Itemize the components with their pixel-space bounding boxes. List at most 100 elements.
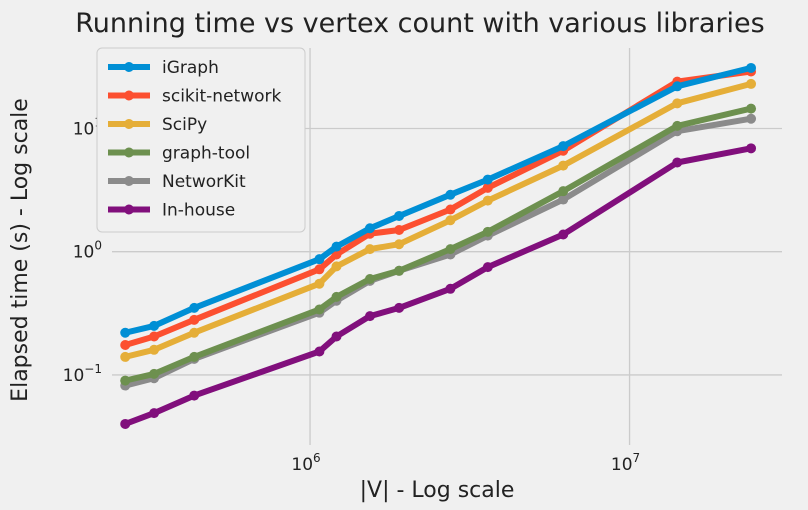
data-point-igraph — [120, 327, 131, 338]
legend-label: iGraph — [162, 58, 219, 78]
data-point-igraph — [149, 320, 160, 331]
series-line-in-house — [122, 145, 754, 427]
series-in-house — [120, 143, 757, 429]
legend-label: NetworKit — [162, 172, 246, 192]
data-point-graph-tool — [482, 226, 493, 237]
series-graph-tool — [120, 103, 757, 386]
data-point-in-house — [331, 331, 342, 342]
x-tick-label: 107 — [611, 451, 640, 475]
data-point-in-house — [314, 346, 325, 357]
legend-marker — [124, 147, 134, 158]
y-tick-label: 100 — [73, 239, 102, 263]
data-point-igraph — [314, 254, 325, 265]
data-point-graph-tool — [314, 304, 325, 315]
data-point-scipy — [482, 195, 493, 206]
data-point-graph-tool — [364, 274, 375, 285]
legend-item: scikit-network — [108, 87, 281, 107]
data-point-in-house — [558, 229, 569, 240]
data-point-scipy — [331, 261, 342, 272]
data-point-igraph — [746, 62, 757, 73]
data-point-igraph — [364, 223, 375, 234]
data-point-graph-tool — [394, 265, 405, 276]
data-point-in-house — [120, 418, 131, 429]
legend-item: In-house — [108, 201, 235, 221]
data-point-networkit — [746, 113, 757, 124]
legend-label: SciPy — [162, 115, 207, 135]
y-tick-labels: 10−1100101 — [63, 115, 102, 385]
data-point-scipy — [746, 78, 757, 89]
legend-marker — [124, 90, 134, 101]
chart-title: Running time vs vertex count with variou… — [75, 8, 765, 39]
data-point-igraph — [482, 174, 493, 185]
data-point-igraph — [189, 302, 200, 313]
y-axis-label: Elapsed time (s) - Log scale — [8, 98, 33, 402]
data-point-graph-tool — [331, 291, 342, 302]
legend-marker — [124, 204, 134, 215]
data-point-graph-tool — [558, 186, 569, 197]
data-point-igraph — [445, 189, 456, 200]
data-point-scipy — [189, 327, 200, 338]
y-tick-base: 10 — [63, 366, 85, 386]
legend-item: NetworKit — [108, 172, 246, 192]
series-line-scipy — [122, 80, 754, 360]
legend-label: scikit-network — [162, 87, 281, 107]
y-tick-base: 10 — [73, 119, 95, 139]
legend: iGraph scikit-network SciPy graph-tool Netwo… — [96, 47, 306, 233]
legend-item: graph-tool — [108, 144, 250, 164]
x-tick-exponent: 6 — [313, 451, 321, 465]
series-lines — [120, 62, 757, 429]
data-point-igraph — [394, 210, 405, 221]
data-point-in-house — [189, 390, 200, 401]
data-point-graph-tool — [120, 375, 131, 386]
data-point-scipy — [672, 98, 683, 109]
data-point-scikit-network — [120, 339, 131, 350]
series-line-igraph — [122, 64, 754, 336]
data-point-in-house — [364, 311, 375, 322]
x-tick-labels: 106 107 — [291, 451, 640, 475]
data-point-scikit-network — [149, 331, 160, 342]
legend-label: In-house — [162, 201, 235, 221]
legend-label: graph-tool — [162, 144, 250, 164]
x-tick-base: 10 — [611, 455, 633, 475]
data-point-scipy — [364, 244, 375, 255]
x-tick-exponent: 7 — [633, 451, 641, 465]
data-point-scikit-network — [314, 264, 325, 275]
y-tick-exponent: −1 — [84, 362, 102, 376]
data-point-scipy — [314, 278, 325, 289]
data-point-scikit-network — [189, 314, 200, 325]
data-point-graph-tool — [149, 368, 160, 379]
data-point-in-house — [672, 157, 683, 168]
y-tick-label: 10−1 — [63, 362, 102, 386]
x-axis-label: |V| - Log scale — [360, 478, 515, 503]
data-point-igraph — [331, 241, 342, 252]
x-tick-base: 10 — [291, 455, 313, 475]
data-point-in-house — [394, 302, 405, 313]
data-point-graph-tool — [746, 103, 757, 114]
data-point-scikit-network — [445, 204, 456, 215]
series-igraph — [120, 62, 757, 338]
legend-item: SciPy — [108, 115, 207, 135]
data-point-scikit-network — [482, 182, 493, 193]
series-scipy — [120, 78, 757, 362]
data-point-networkit — [558, 194, 569, 205]
data-point-scipy — [120, 351, 131, 362]
legend-item: iGraph — [108, 58, 219, 78]
data-point-graph-tool — [445, 244, 456, 255]
legend-marker — [124, 176, 134, 186]
legend-marker — [124, 62, 134, 72]
y-tick-exponent: 0 — [94, 239, 102, 253]
data-point-scikit-network — [394, 225, 405, 236]
data-point-in-house — [149, 408, 160, 419]
data-point-graph-tool — [672, 120, 683, 131]
data-point-igraph — [558, 141, 569, 152]
data-point-scipy — [445, 215, 456, 226]
x-tick-label: 106 — [291, 451, 320, 475]
data-point-in-house — [445, 283, 456, 294]
data-point-graph-tool — [189, 351, 200, 362]
data-point-scipy — [558, 160, 569, 171]
data-point-scipy — [149, 344, 160, 355]
data-point-in-house — [482, 262, 493, 273]
y-tick-base: 10 — [73, 243, 95, 263]
